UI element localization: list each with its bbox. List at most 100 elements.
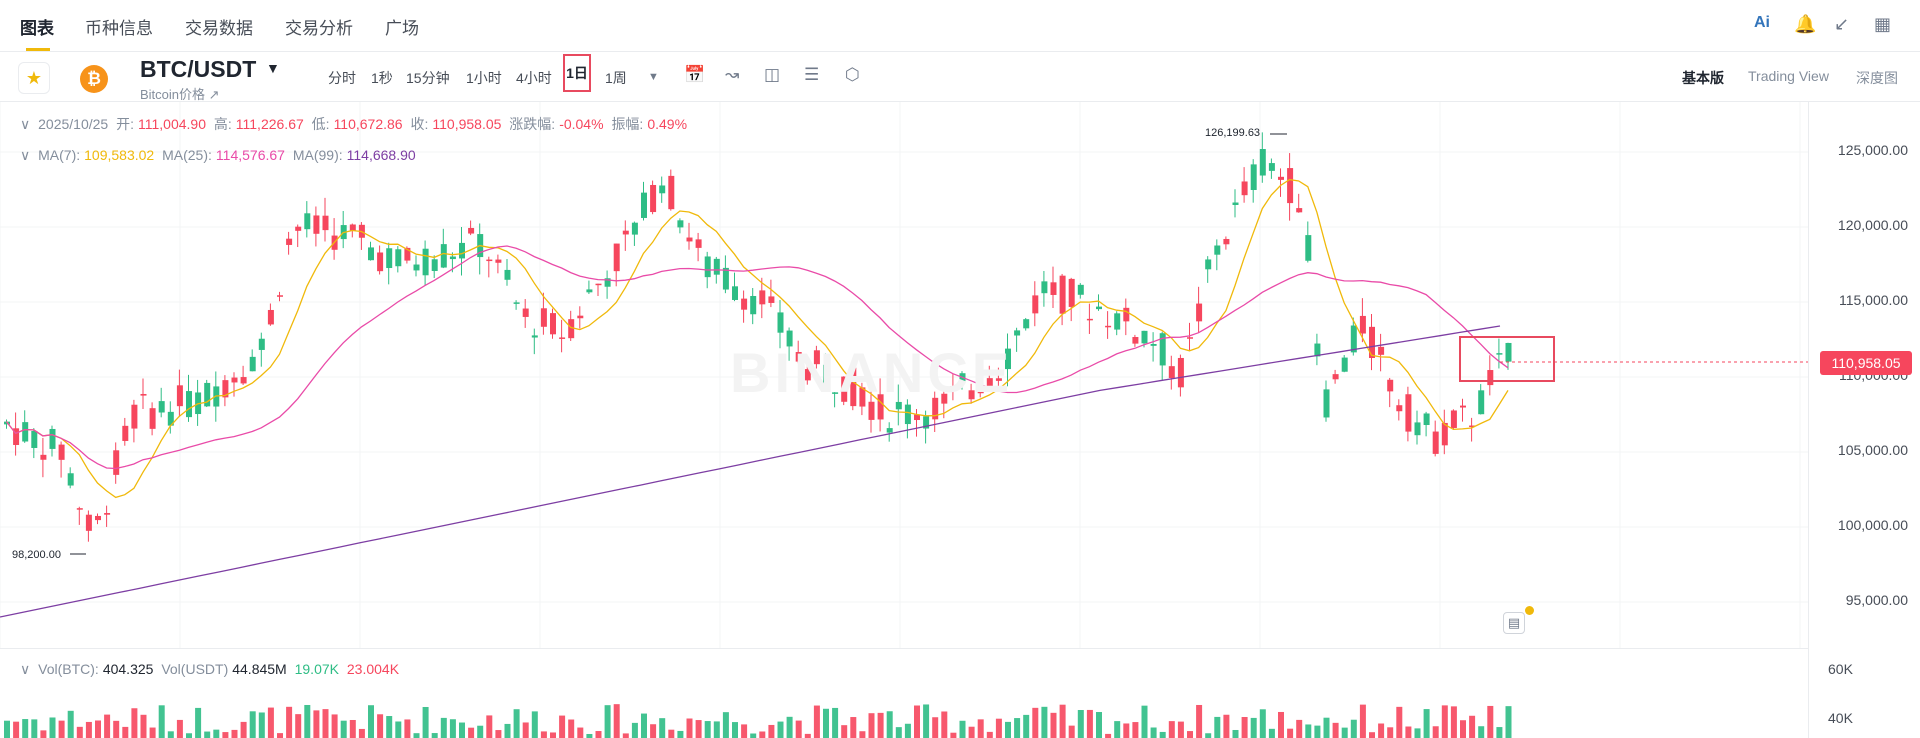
candle-body: [1032, 295, 1039, 314]
volume-bar: [550, 732, 556, 738]
candle-body: [1487, 370, 1494, 386]
candle-body: [495, 259, 502, 263]
candle-body: [1478, 390, 1485, 415]
candle-body: [631, 222, 638, 235]
volume-bar: [85, 721, 92, 738]
tab-coin-info[interactable]: 币种信息: [85, 19, 153, 38]
volume-bar: [222, 732, 229, 738]
candle-body: [1287, 168, 1294, 204]
volume-bar: [1460, 720, 1466, 738]
candle-body: [1105, 325, 1112, 328]
candle-body: [1159, 333, 1166, 366]
volume-bar: [613, 704, 620, 738]
volume-bar: [459, 722, 465, 738]
volume-bar: [1014, 718, 1021, 738]
candle-body: [104, 513, 111, 515]
order-list-icon[interactable]: ▤: [1503, 612, 1525, 634]
candle-body: [923, 416, 930, 429]
active-tab-indicator: [26, 48, 50, 51]
ma-legend: ∨ MA(7): 109,583.02 MA(25): 114,576.67 MA(…: [20, 147, 416, 163]
volume-bar: [1159, 731, 1166, 738]
volume-bar: [686, 718, 693, 738]
volume-bar: [31, 719, 38, 738]
favorite-star-icon[interactable]: ★: [18, 62, 50, 94]
minimize-icon[interactable]: ↙: [1834, 14, 1850, 34]
candle-body: [267, 309, 274, 325]
candle-body: [377, 252, 384, 272]
volume-bar: [668, 729, 675, 738]
tab-chart[interactable]: 图表: [20, 19, 54, 38]
pair-subtitle[interactable]: Bitcoin价格 ↗: [140, 87, 220, 102]
candle-body: [832, 392, 839, 394]
candle-body: [1059, 275, 1066, 314]
high-price-label: 126,199.63: [1205, 127, 1261, 139]
candle-body: [1332, 374, 1339, 380]
price-axis-line: [1808, 102, 1809, 738]
indicator-icon[interactable]: ↝: [725, 65, 740, 84]
candle-body: [295, 226, 302, 231]
candle-body: [1068, 278, 1075, 307]
low-price-label: 98,200.00: [12, 549, 61, 561]
volume-bar: [1232, 729, 1239, 738]
notification-dot: [1525, 606, 1534, 615]
candlestick-chart[interactable]: [0, 102, 1808, 738]
volume-bar: [1469, 715, 1476, 738]
ma25-line: [5, 245, 1509, 470]
volume-bar: [959, 720, 966, 738]
layout-icon[interactable]: ▦: [1874, 14, 1892, 34]
volume-bar: [695, 720, 702, 738]
volume-bar: [595, 731, 602, 738]
candle-type-icon[interactable]: ◫: [764, 65, 781, 84]
volume-bar: [1168, 721, 1175, 738]
candle-body: [313, 215, 320, 234]
volume-bar: [1214, 716, 1221, 738]
tab-trading-data[interactable]: 交易数据: [185, 19, 253, 38]
hexagon-settings-icon[interactable]: ⬡: [845, 65, 860, 84]
calendar-icon[interactable]: 📅: [684, 65, 706, 84]
candle-body: [322, 215, 329, 231]
volume-bar: [1378, 723, 1385, 738]
timeframe-4h[interactable]: 4小时: [516, 70, 552, 86]
pair-title[interactable]: BTC/USDT: [140, 56, 257, 82]
timeframe-1d[interactable]: 1日: [563, 54, 591, 92]
candle-body: [1305, 235, 1312, 261]
volume-bar: [204, 731, 211, 738]
volume-bar: [322, 709, 329, 738]
candle-body: [823, 364, 829, 384]
volume-bar: [559, 715, 566, 738]
timeframe-15m[interactable]: 15分钟: [406, 70, 450, 86]
volume-bar: [340, 720, 347, 738]
timeframe-more-icon[interactable]: ▼: [648, 71, 659, 83]
volume-bar: [986, 731, 993, 738]
view-basic[interactable]: 基本版: [1682, 70, 1724, 86]
ai-icon[interactable]: Ai: [1754, 14, 1770, 31]
volume-bar: [650, 724, 657, 738]
candle-body: [941, 393, 948, 404]
volume-bar: [449, 719, 456, 738]
candle-body: [1414, 422, 1421, 436]
volume-separator[interactable]: [0, 648, 1808, 649]
timeframe-fenshi[interactable]: 分时: [328, 70, 356, 86]
settings-list-icon[interactable]: ☰: [804, 65, 820, 84]
tab-square[interactable]: 广场: [385, 19, 419, 38]
timeframe-1h[interactable]: 1小时: [466, 70, 502, 86]
volume-bar: [1369, 732, 1375, 738]
tab-trading-analysis[interactable]: 交易分析: [285, 19, 353, 38]
timeframe-1s[interactable]: 1秒: [371, 70, 393, 86]
candle-body: [1350, 325, 1357, 353]
candle-body: [1005, 348, 1011, 370]
volume-bar: [1032, 707, 1039, 738]
bell-icon[interactable]: 🔔: [1794, 14, 1817, 34]
volume-bar: [950, 732, 957, 738]
view-tradingview[interactable]: Trading View: [1748, 68, 1829, 84]
volume-bar: [186, 733, 192, 738]
candle-body: [1460, 405, 1466, 408]
view-depth[interactable]: 深度图: [1856, 70, 1898, 86]
highlight-annotation-box: [1459, 336, 1555, 382]
volume-bar: [304, 704, 311, 738]
timeframe-1w[interactable]: 1周: [605, 70, 627, 86]
volume-bar: [1241, 717, 1248, 738]
volume-bar: [786, 716, 793, 738]
pair-dropdown-icon[interactable]: ▼: [266, 60, 280, 76]
volume-bar: [622, 733, 629, 738]
